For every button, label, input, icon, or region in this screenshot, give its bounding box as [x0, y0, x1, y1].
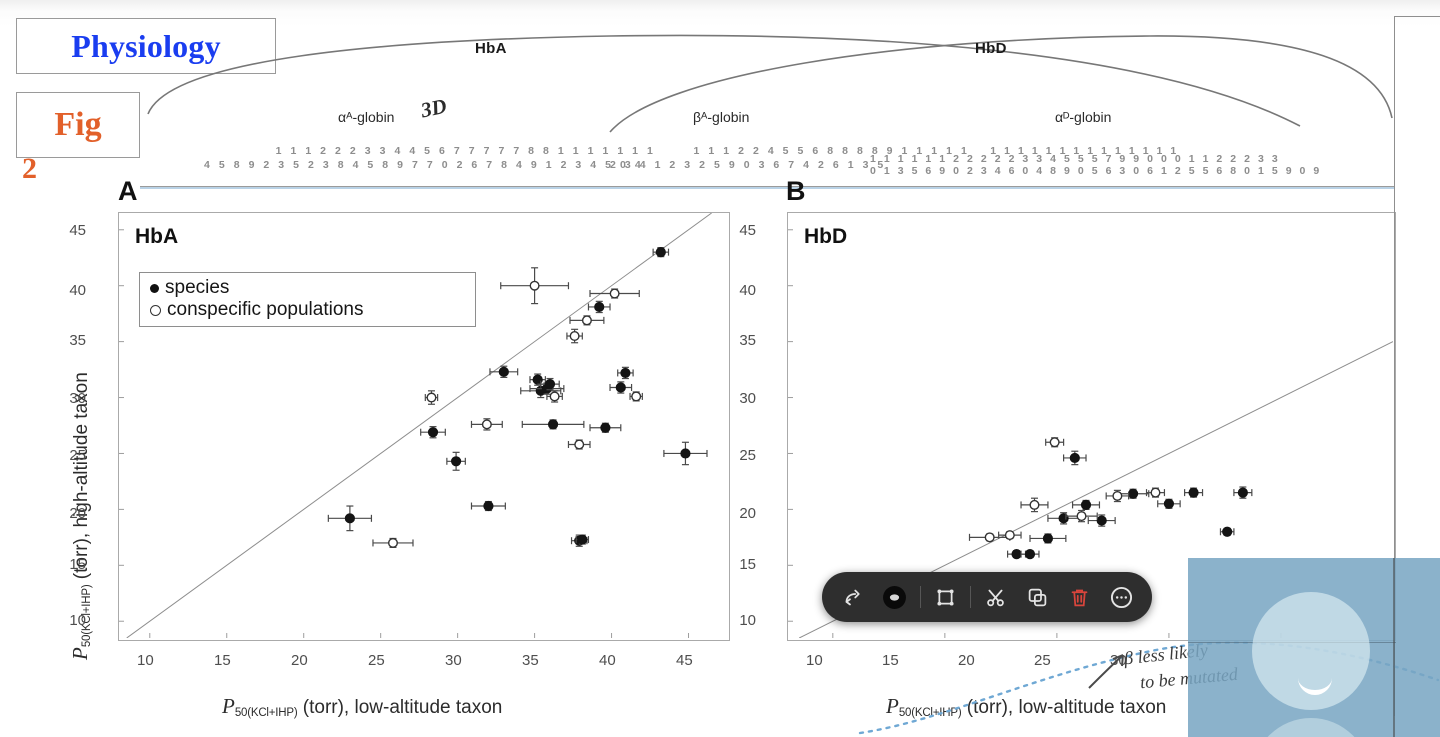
x-axis-p-symbol-a: P	[222, 694, 235, 718]
alpha-d-position-row-mid: 1 1 1 1 1 1 2 2 2 2 2 3 3 4 5 5 5 7 9 9 …	[870, 153, 1281, 165]
x-axis-rest-b: (torr), low-altitude taxon	[961, 697, 1167, 718]
more-options-icon[interactable]	[1104, 580, 1138, 614]
x-axis-subscript-b: 50(KCl+IHP)	[898, 707, 962, 719]
panel-b-ytick-35: 35	[739, 332, 756, 349]
trash-icon[interactable]	[1062, 580, 1096, 614]
panel-a-ytick-15: 15	[69, 556, 86, 573]
panel-a-title: HbA	[135, 225, 179, 248]
panel-a-ytick-10: 10	[69, 612, 86, 629]
x-axis-rest-a: (torr), low-altitude taxon	[297, 697, 503, 718]
handwritten-3d-note: 3D	[418, 93, 449, 123]
open-circle-icon	[150, 304, 161, 316]
overlay-circle-shape-2	[1252, 718, 1370, 737]
panel-b-xtick-20: 20	[958, 652, 975, 669]
panel-b-ytick-10: 10	[739, 612, 756, 629]
beta-a-position-row-top: 1 1 1 2 2 4 5 5 6 8 8 8 8 9 1 1 1 1 1	[610, 145, 970, 157]
slide-right-frame-top	[1394, 16, 1440, 17]
panel-b-ytick-15: 15	[739, 556, 756, 573]
journal-badge: Physiology	[16, 18, 276, 74]
panel-a-xtick-40: 40	[599, 652, 616, 669]
panel-b-xtick-25: 25	[1034, 652, 1051, 669]
alpha-d-position-row-top: 1 1 1 1 1 1 1 1 1 1 1 1 1 1	[870, 145, 1179, 157]
alpha-d-globin-label: αᴰ-globin	[1055, 109, 1112, 125]
floating-toolbar[interactable]	[822, 572, 1152, 622]
figure-badge: Fig	[16, 92, 140, 158]
alpha-d-position-row-bottom: 0 1 3 5 6 9 0 2 3 4 6 0 4 8 9 0 5 6 3 0 …	[870, 165, 1322, 177]
crop-icon[interactable]	[928, 580, 962, 614]
figure-number: 2	[22, 152, 37, 185]
slide-right-frame	[1394, 16, 1395, 716]
panel-a-xtick-15: 15	[214, 652, 231, 669]
panel-b-ytick-40: 40	[739, 282, 756, 299]
overlay-vertical-rule	[1393, 558, 1395, 737]
panel-a-ytick-30: 30	[69, 390, 86, 407]
panel-b-x-axis-title: P50(KCl+IHP) (torr), low-altitude taxon	[886, 694, 1166, 719]
legend-label-species: species	[165, 277, 230, 298]
scissors-icon[interactable]	[979, 580, 1013, 614]
journal-name: Physiology	[71, 27, 221, 64]
filled-circle-icon	[150, 283, 159, 293]
panel-a-ytick-20: 20	[69, 505, 86, 522]
header-divider	[140, 186, 1394, 189]
panel-a-xtick-35: 35	[522, 652, 539, 669]
x-axis-subscript-a: 50(KCl+IHP)	[234, 707, 298, 719]
panel-a-xtick-10: 10	[137, 652, 154, 669]
panel-b-ytick-20: 20	[739, 505, 756, 522]
panel-a-plot-area: HbA	[118, 212, 730, 641]
panel-b-ytick-25: 25	[739, 447, 756, 464]
panel-b-xtick-15: 15	[882, 652, 899, 669]
panel-a-letter: A	[118, 176, 138, 206]
figure-word: Fig	[54, 106, 102, 143]
panel-a-ytick-45: 45	[69, 222, 86, 239]
panel-a-legend: species conspecific populations	[139, 272, 476, 327]
linkage-arcs	[147, 34, 1393, 133]
undo-redo-icon[interactable]	[836, 580, 870, 614]
dotted-annotation-curve	[858, 641, 1440, 735]
record-icon[interactable]	[878, 580, 912, 614]
panel-b-letter: B	[786, 176, 806, 206]
beta-a-position-row-bottom: 2 3 4 1 2 3 2 5 9 0 3 6 7 4 2 6 1 3 5	[610, 159, 887, 171]
panel-a-xtick-20: 20	[291, 652, 308, 669]
legend-item-populations: conspecific populations	[147, 299, 467, 321]
gene-header: HbA HbD αᴬ-globin βᴬ-globin αᴰ-globin 3D…	[140, 14, 1394, 189]
panel-a-ytick-40: 40	[69, 282, 86, 299]
panel-a-scatter	[119, 213, 712, 638]
duplicate-icon[interactable]	[1021, 580, 1055, 614]
x-axis-p-symbol-b: P	[886, 694, 899, 718]
y-axis-p-symbol: P	[68, 647, 92, 660]
toolbar-divider-1	[919, 586, 921, 608]
panel-a-xtick-30: 30	[445, 652, 462, 669]
panel-b-ytick-30: 30	[739, 390, 756, 407]
panel-a-xtick-25: 25	[368, 652, 385, 669]
panel-a-ytick-25: 25	[69, 447, 86, 464]
hba-bracket-label: HbA	[475, 40, 507, 57]
panel-b-ytick-45: 45	[739, 222, 756, 239]
hbd-bracket-label: HbD	[975, 40, 1007, 57]
legend-item-species: species	[147, 277, 467, 299]
panel-b-xtick-10: 10	[806, 652, 823, 669]
handwritten-arrow	[1088, 654, 1124, 689]
toolbar-divider-2	[970, 586, 971, 608]
panel-a-ytick-35: 35	[69, 332, 86, 349]
alpha-a-position-row-top: 1 1 1 2 2 2 3 3 4 4 5 6 7 7 7 7 7 8 8 1 …	[204, 145, 656, 157]
alpha-a-globin-label: αᴬ-globin	[338, 109, 395, 125]
overlay-card[interactable]	[1188, 558, 1440, 737]
overlay-smile-shape	[1298, 674, 1332, 695]
panel-b-title: HbD	[804, 225, 848, 248]
legend-label-populations: conspecific populations	[167, 299, 364, 320]
panel-a-xtick-45: 45	[676, 652, 693, 669]
panel-a-x-axis-title: P50(KCl+IHP) (torr), low-altitude taxon	[222, 694, 502, 719]
beta-a-globin-label: βᴬ-globin	[693, 109, 750, 125]
alpha-a-position-row-bottom: 4 5 8 9 2 3 5 2 3 8 4 5 8 9 7 7 0 2 6 7 …	[204, 159, 644, 171]
